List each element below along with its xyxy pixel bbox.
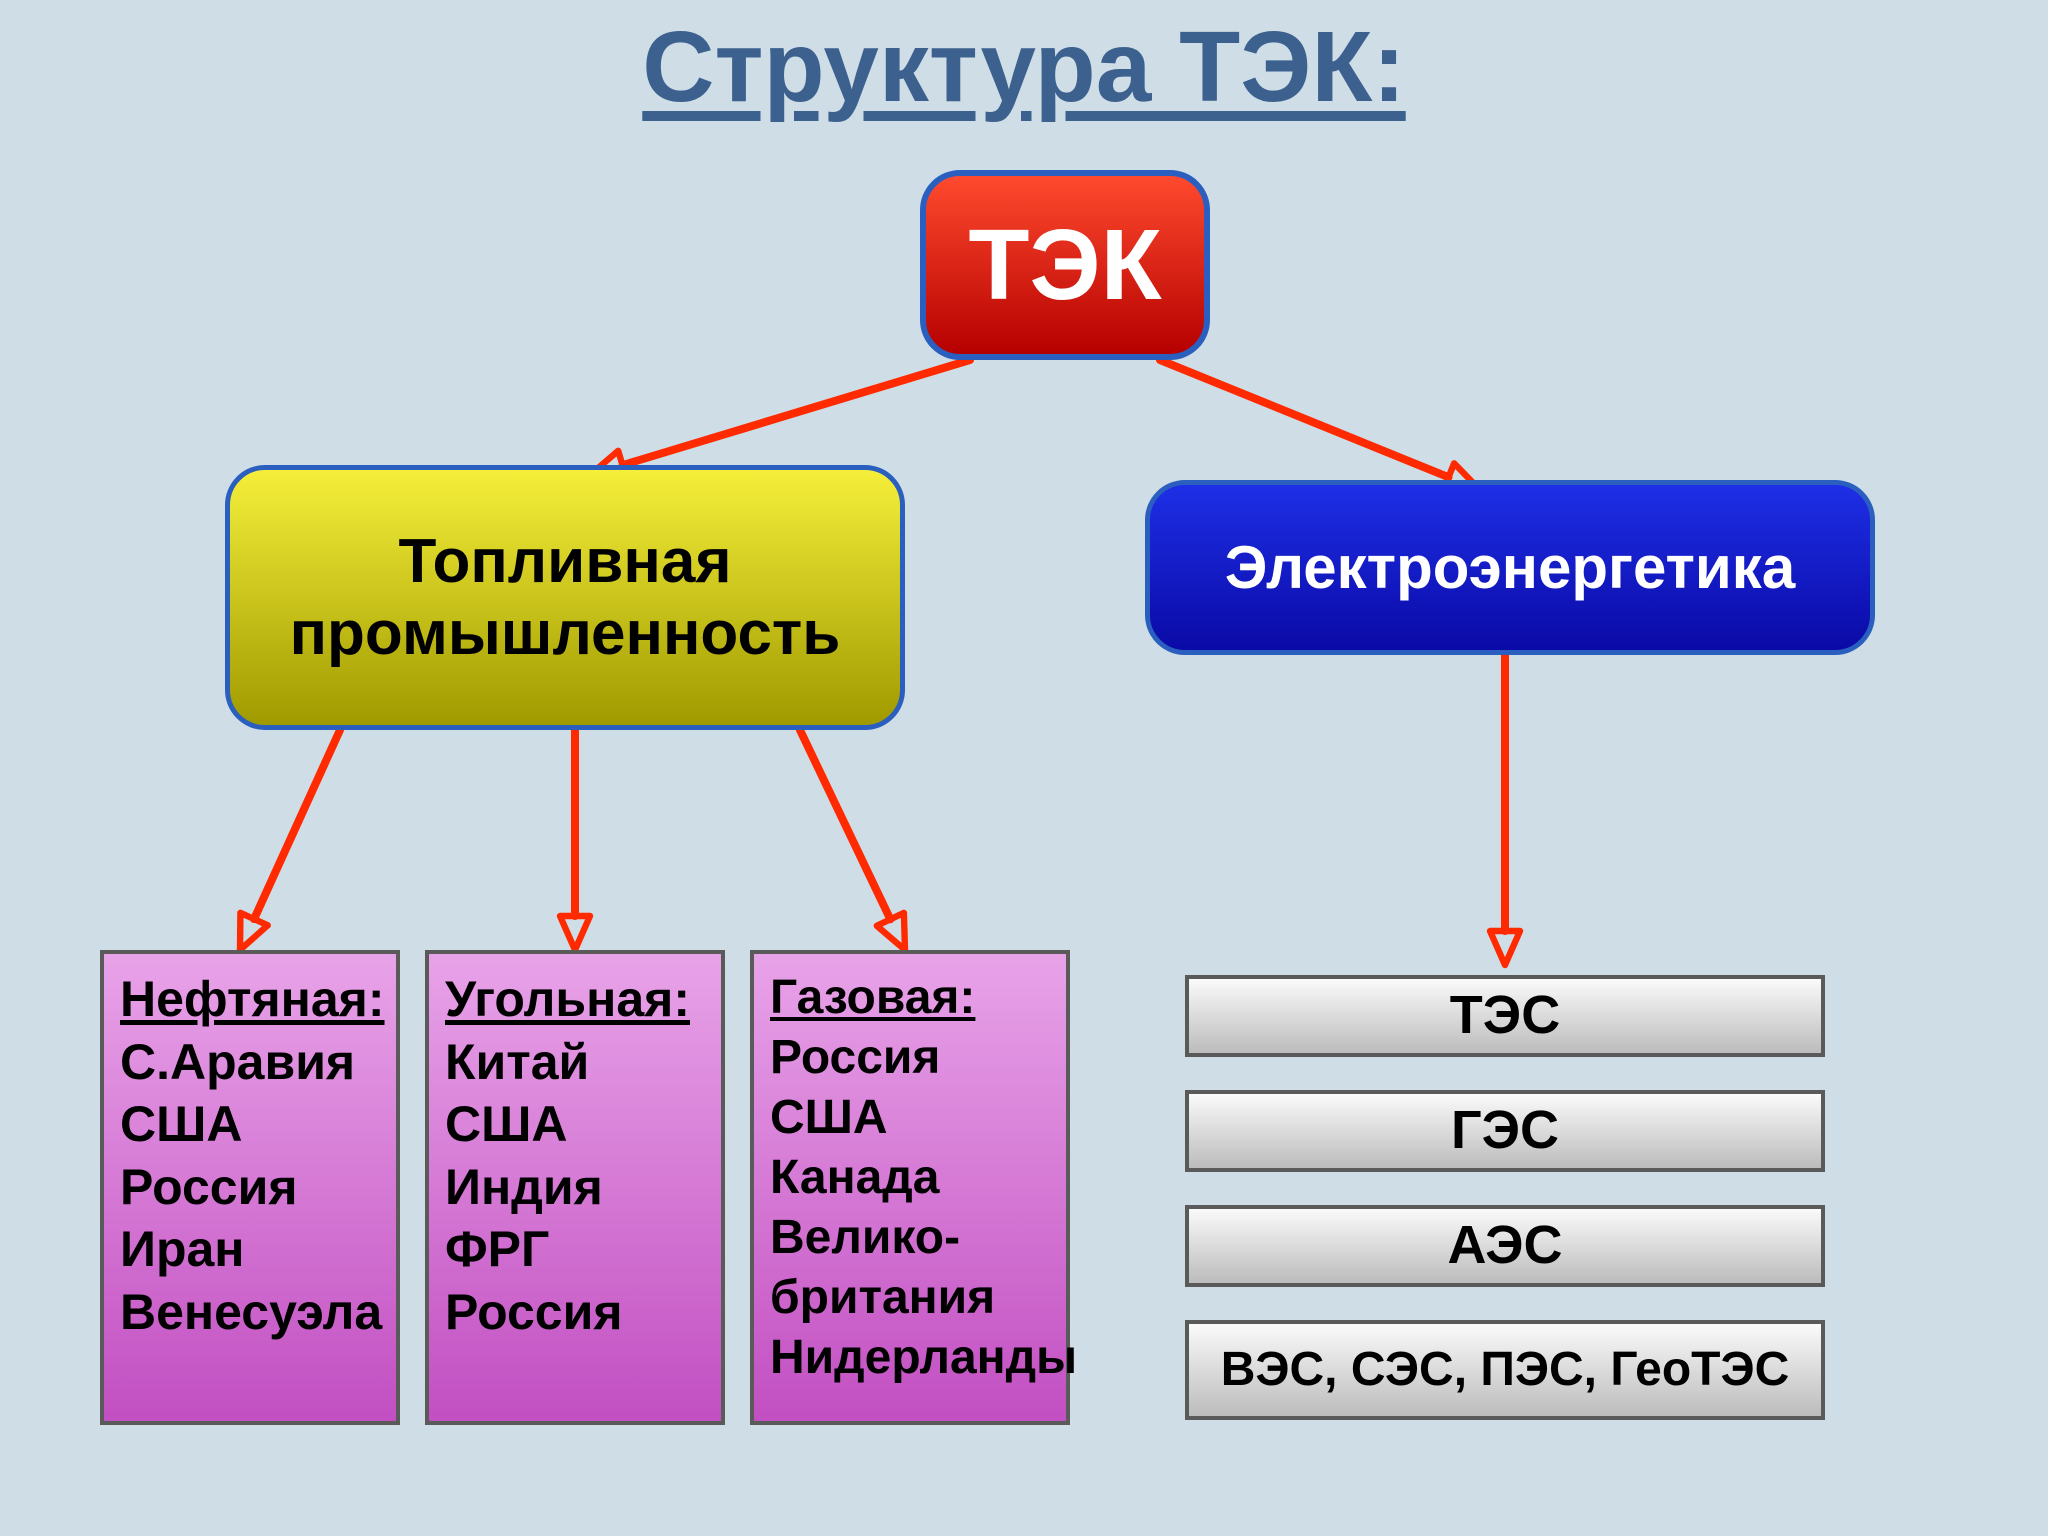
fuel-leaf-item: Россия — [445, 1281, 705, 1344]
fuel-leaf-item: Канада — [770, 1148, 1050, 1208]
fuel-industry-node: Топливная промышленность — [225, 465, 905, 730]
power-type-label: АЭС — [1447, 1216, 1562, 1275]
power-industry-node: Электроэнергетика — [1145, 480, 1875, 655]
power-type-item: ТЭС — [1185, 975, 1825, 1057]
fuel-leaf-item: С.Аравия — [120, 1031, 380, 1094]
fuel-leaf-item: Россия — [770, 1028, 1050, 1088]
fuel-leaf-title: Нефтяная: — [120, 968, 380, 1031]
power-type-label: ВЭС, СЭС, ПЭС, ГеоТЭС — [1221, 1344, 1790, 1397]
fuel-leaf-item: ФРГ — [445, 1218, 705, 1281]
fuel-leaf-box: Нефтяная:С.АравияСШАРоссияИранВенесуэла — [100, 950, 400, 1425]
fuel-industry-label: Топливная промышленность — [240, 526, 890, 669]
fuel-leaf-item: США — [770, 1088, 1050, 1148]
fuel-leaf-item: Россия — [120, 1156, 380, 1219]
fuel-leaf-title: Угольная: — [445, 968, 705, 1031]
page-title: Структура ТЭК: — [0, 10, 2048, 125]
power-type-item: ВЭС, СЭС, ПЭС, ГеоТЭС — [1185, 1320, 1825, 1420]
root-node: ТЭК — [920, 170, 1210, 360]
fuel-leaf-item: Иран — [120, 1218, 380, 1281]
root-node-label: ТЭК — [968, 208, 1161, 323]
fuel-leaf-item: Нидерланды — [770, 1328, 1050, 1388]
power-industry-label: Электроэнергетика — [1225, 533, 1795, 602]
fuel-leaf-item: Велико-британия — [770, 1208, 1050, 1328]
fuel-leaf-title: Газовая: — [770, 968, 1050, 1028]
fuel-leaf-item: США — [445, 1093, 705, 1156]
power-type-label: ТЭС — [1450, 986, 1560, 1045]
fuel-leaf-box: Газовая:РоссияСШАКанадаВелико-британияНи… — [750, 950, 1070, 1425]
fuel-leaf-item: Индия — [445, 1156, 705, 1219]
power-type-item: АЭС — [1185, 1205, 1825, 1287]
fuel-leaf-item: Венесуэла — [120, 1281, 380, 1344]
fuel-leaf-item: Китай — [445, 1031, 705, 1094]
power-type-item: ГЭС — [1185, 1090, 1825, 1172]
power-type-label: ГЭС — [1451, 1101, 1559, 1160]
fuel-leaf-box: Угольная:КитайСШАИндияФРГРоссия — [425, 950, 725, 1425]
fuel-leaf-item: США — [120, 1093, 380, 1156]
